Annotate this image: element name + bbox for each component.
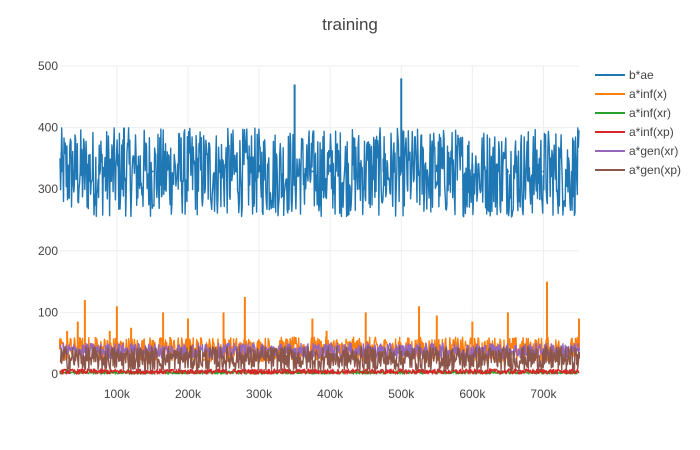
series-noise-line: [59, 345, 580, 372]
x-tick-label: 300k: [246, 387, 273, 401]
legend-label: b*ae: [629, 68, 654, 82]
legend-label: a*gen(xp): [629, 163, 681, 177]
x-tick-label: 600k: [459, 387, 486, 401]
y-tick-label: 0: [51, 367, 58, 381]
legend-label: a*gen(xr): [629, 144, 678, 158]
legend-item[interactable]: a*inf(xp): [595, 125, 674, 139]
legend-item[interactable]: a*inf(xr): [595, 106, 671, 120]
series-a*gen(xp): [59, 345, 580, 372]
y-tick-label: 200: [38, 244, 58, 258]
legend-label: a*inf(xr): [629, 106, 671, 120]
series-b*ae: [59, 78, 580, 218]
legend-item[interactable]: a*gen(xr): [595, 144, 678, 158]
series-a*inf(xp): [59, 368, 580, 375]
legend-label: a*inf(x): [629, 87, 667, 101]
legend-item[interactable]: a*gen(xp): [595, 163, 681, 177]
axes: 100k 200k 300k 400k 500k 600k 700k 0 100 200 300 40…: [38, 59, 557, 401]
x-tick-label: 500k: [388, 387, 415, 401]
y-tick-label: 500: [38, 59, 58, 73]
x-tick-label: 200k: [175, 387, 202, 401]
series-noise-line: [59, 368, 580, 375]
y-tick-label: 100: [38, 305, 58, 319]
y-tick-label: 300: [38, 182, 58, 196]
y-tick-label: 400: [38, 121, 58, 135]
legend-label: a*inf(xp): [629, 125, 674, 139]
x-tick-label: 100k: [104, 387, 131, 401]
grid: [60, 65, 579, 375]
x-tick-label: 700k: [530, 387, 557, 401]
legend-item[interactable]: b*ae: [595, 68, 654, 82]
chart-title: training: [322, 15, 378, 34]
x-tick-label: 400k: [317, 387, 344, 401]
series-noise-line: [59, 127, 580, 218]
legend-item[interactable]: a*inf(x): [595, 87, 667, 101]
plot-area: [59, 78, 580, 375]
legend: b*ae a*inf(x) a*inf(xr) a*inf(xp) a*gen(xr) a…: [595, 68, 681, 177]
